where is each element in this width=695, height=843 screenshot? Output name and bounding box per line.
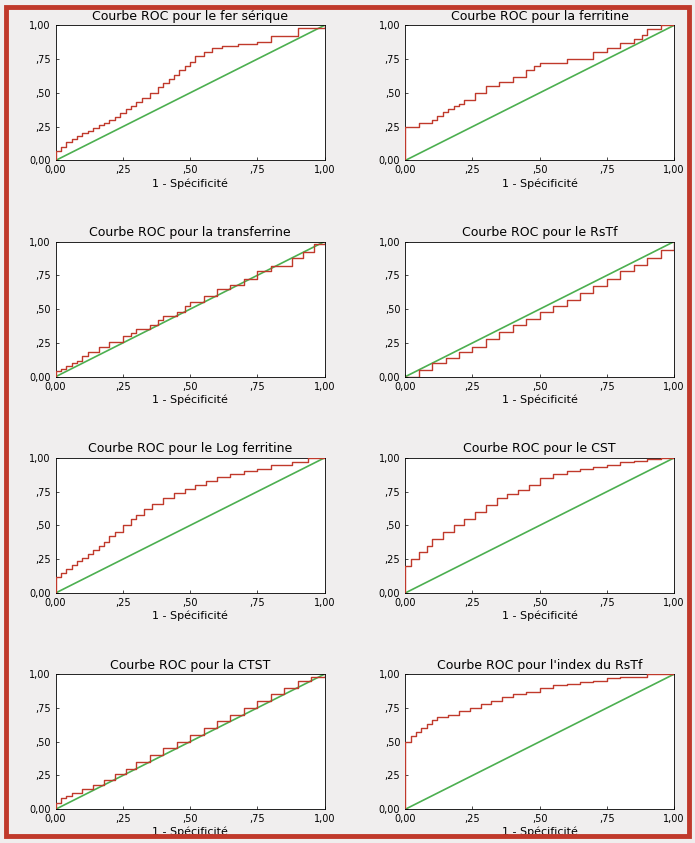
X-axis label: 1 - Spécificité: 1 - Spécificité <box>152 395 228 405</box>
X-axis label: 1 - Spécificité: 1 - Spécificité <box>502 827 578 837</box>
X-axis label: 1 - Spécificité: 1 - Spécificité <box>152 178 228 189</box>
X-axis label: 1 - Spécificité: 1 - Spécificité <box>152 827 228 837</box>
Title: Courbe ROC pour le RsTf: Courbe ROC pour le RsTf <box>462 226 617 239</box>
X-axis label: 1 - Spécificité: 1 - Spécificité <box>502 610 578 621</box>
Title: Courbe ROC pour la ferritine: Courbe ROC pour la ferritine <box>451 10 628 23</box>
X-axis label: 1 - Spécificité: 1 - Spécificité <box>502 395 578 405</box>
Title: Courbe ROC pour l'index du RsTf: Courbe ROC pour l'index du RsTf <box>437 658 642 672</box>
X-axis label: 1 - Spécificité: 1 - Spécificité <box>152 610 228 621</box>
Title: Courbe ROC pour le fer sérique: Courbe ROC pour le fer sérique <box>92 10 288 23</box>
X-axis label: 1 - Spécificité: 1 - Spécificité <box>502 178 578 189</box>
Title: Courbe ROC pour le Log ferritine: Courbe ROC pour le Log ferritine <box>88 443 292 455</box>
Title: Courbe ROC pour la CTST: Courbe ROC pour la CTST <box>110 658 270 672</box>
Title: Courbe ROC pour le CST: Courbe ROC pour le CST <box>464 443 616 455</box>
Title: Courbe ROC pour la transferrine: Courbe ROC pour la transferrine <box>89 226 291 239</box>
